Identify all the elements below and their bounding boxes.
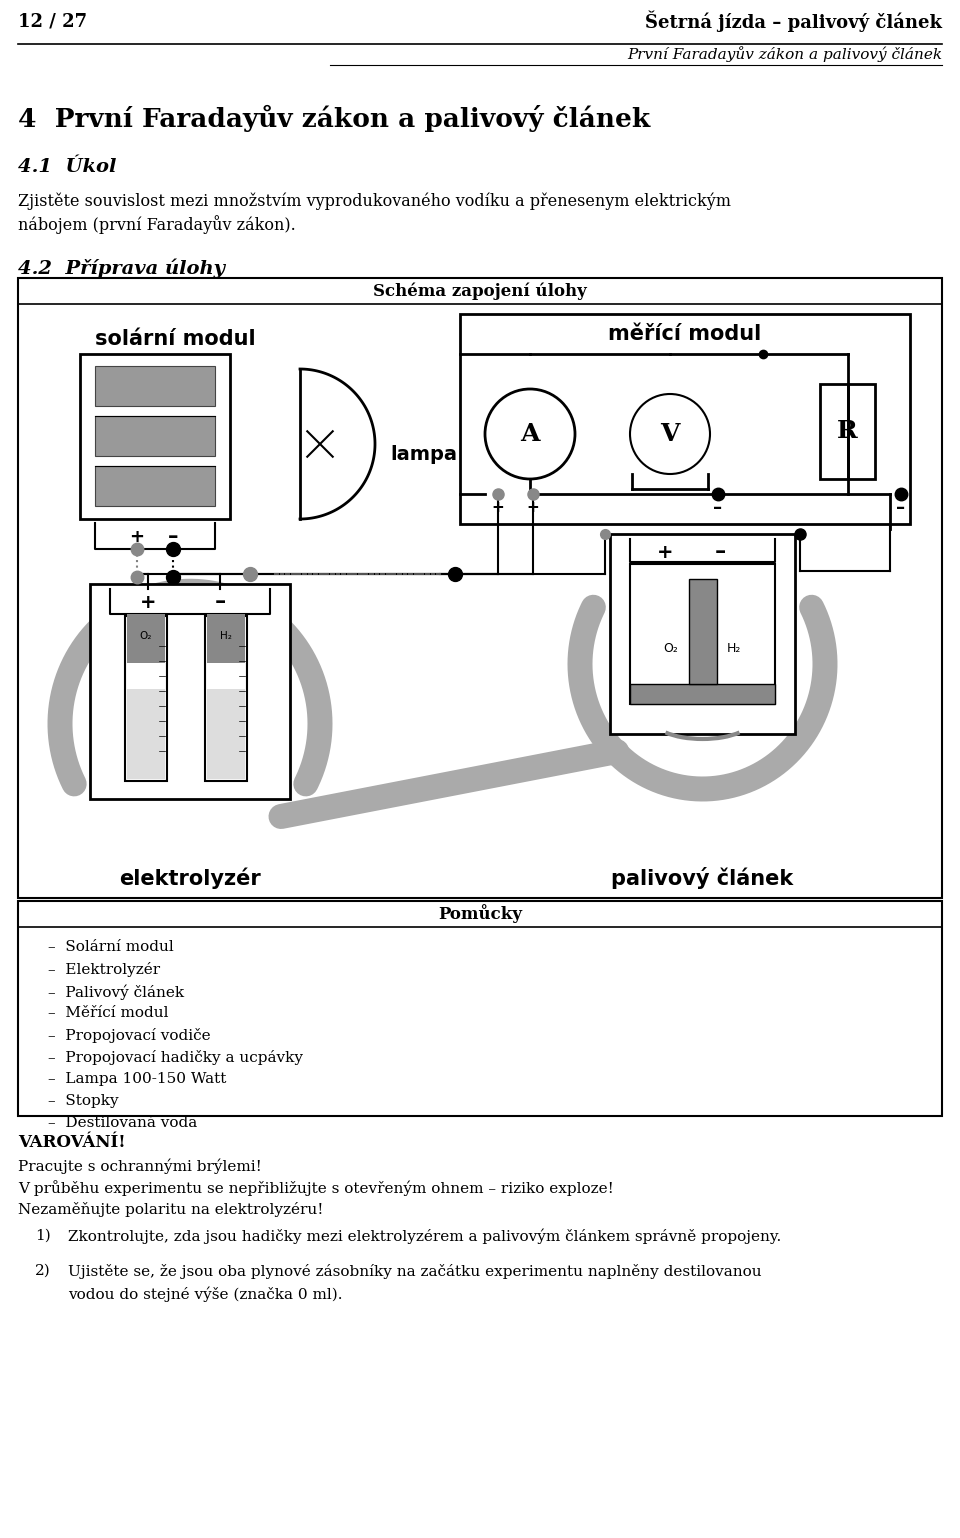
Text: vodou do stejné výše (značka 0 ml).: vodou do stejné výše (značka 0 ml). [68, 1286, 343, 1301]
Text: Ujistěte se, že jsou oba plynové zásobníky na začátku experimentu naplněny desti: Ujistěte se, že jsou oba plynové zásobní… [68, 1264, 761, 1280]
Text: –  Propojovací hadičky a ucpávky: – Propojovací hadičky a ucpávky [48, 1050, 303, 1064]
Text: O₂: O₂ [663, 641, 678, 655]
Text: 12 / 27: 12 / 27 [18, 12, 87, 31]
Text: +: + [130, 528, 145, 546]
Text: A: A [520, 421, 540, 446]
Circle shape [630, 394, 710, 474]
Bar [18, 278, 942, 898]
Text: Pomůcky: Pomůcky [438, 904, 522, 923]
Text: VAROVÁNÍ!: VAROVÁNÍ! [18, 1134, 126, 1150]
Text: –: – [897, 498, 905, 517]
Text: H₂: H₂ [220, 631, 232, 641]
Circle shape [485, 389, 575, 478]
Text: 4  První Faradayův zákon a palivový článek: 4 První Faradayův zákon a palivový článe… [18, 105, 650, 132]
Bar [127, 689, 165, 780]
Text: V průběhu experimentu se nepřibližujte s otevřeným ohnem – riziko exploze!: V průběhu experimentu se nepřibližujte s… [18, 1180, 613, 1197]
Text: Zkontrolujte, zda jsou hadičky mezi elektrolyzérem a palivovým článkem správně p: Zkontrolujte, zda jsou hadičky mezi elek… [68, 1229, 781, 1244]
Text: –  Elektrolyzér: – Elektrolyzér [48, 961, 160, 977]
Text: nábojem (první Faradayův zákon).: nábojem (první Faradayův zákon). [18, 215, 296, 234]
Text: V: V [660, 421, 680, 446]
Text: 1): 1) [35, 1229, 51, 1243]
Bar [95, 466, 215, 506]
Text: R: R [837, 420, 858, 443]
Text: –  Měřící modul: – Měřící modul [48, 1006, 169, 1020]
Text: –: – [214, 592, 226, 612]
Text: 2): 2) [35, 1264, 51, 1278]
Bar [207, 614, 245, 663]
Text: +: + [657, 543, 673, 561]
Text: +: + [527, 500, 540, 515]
Text: –  Palivový článek: – Palivový článek [48, 984, 184, 1000]
Text: elektrolyzér: elektrolyzér [119, 867, 261, 889]
Text: +: + [492, 500, 504, 515]
Bar [630, 684, 775, 704]
Text: solární modul: solární modul [95, 329, 255, 349]
Text: –: – [168, 528, 179, 548]
Text: Pracujte s ochrannými brýlemi!: Pracujte s ochrannými brýlemi! [18, 1158, 262, 1173]
Text: 4.1  Úkol: 4.1 Úkol [18, 158, 116, 175]
Text: –: – [714, 541, 726, 561]
Text: O₂: O₂ [140, 631, 153, 641]
Bar [688, 578, 716, 684]
Text: –  Solární modul: – Solární modul [48, 940, 174, 954]
Text: –  Stopky: – Stopky [48, 1094, 119, 1107]
Bar [630, 564, 775, 704]
Bar [207, 689, 245, 780]
Text: palivový článek: palivový článek [612, 867, 794, 889]
Text: Schéma zapojení úlohy: Schéma zapojení úlohy [373, 283, 587, 300]
Text: –: – [713, 498, 723, 517]
Bar [820, 384, 875, 478]
Text: Zjistěte souvislost mezi množstvím vyprodukovaného vodíku a přenesenym elektrick: Zjistěte souvislost mezi množstvím vypro… [18, 192, 731, 211]
Text: měřící modul: měřící modul [609, 325, 761, 345]
Bar [125, 617, 167, 781]
Bar [127, 614, 165, 663]
Bar [205, 617, 247, 781]
Text: První Faradayův zákon a palivový článek: První Faradayův zákon a palivový článek [627, 46, 942, 62]
Bar [80, 354, 230, 518]
Text: lampa: lampa [390, 444, 457, 463]
Text: H₂: H₂ [728, 641, 741, 655]
Text: +: + [140, 592, 156, 612]
Text: 4.2  Příprava úlohy: 4.2 Příprava úlohy [18, 258, 225, 277]
Text: –  Propojovací vodiče: – Propojovací vodiče [48, 1027, 210, 1043]
Bar [610, 534, 795, 734]
Bar [18, 901, 942, 1117]
Bar [95, 415, 215, 455]
Bar [460, 314, 910, 524]
Bar [95, 366, 215, 406]
Bar [90, 584, 290, 800]
Text: Nezaměňujte polaritu na elektrolyzéru!: Nezaměňujte polaritu na elektrolyzéru! [18, 1203, 324, 1217]
Text: Šetrná jízda – palivový článek: Šetrná jízda – palivový článek [645, 11, 942, 31]
Text: –  Destilovaná voda: – Destilovaná voda [48, 1117, 197, 1130]
Text: –  Lampa 100-150 Watt: – Lampa 100-150 Watt [48, 1072, 227, 1086]
